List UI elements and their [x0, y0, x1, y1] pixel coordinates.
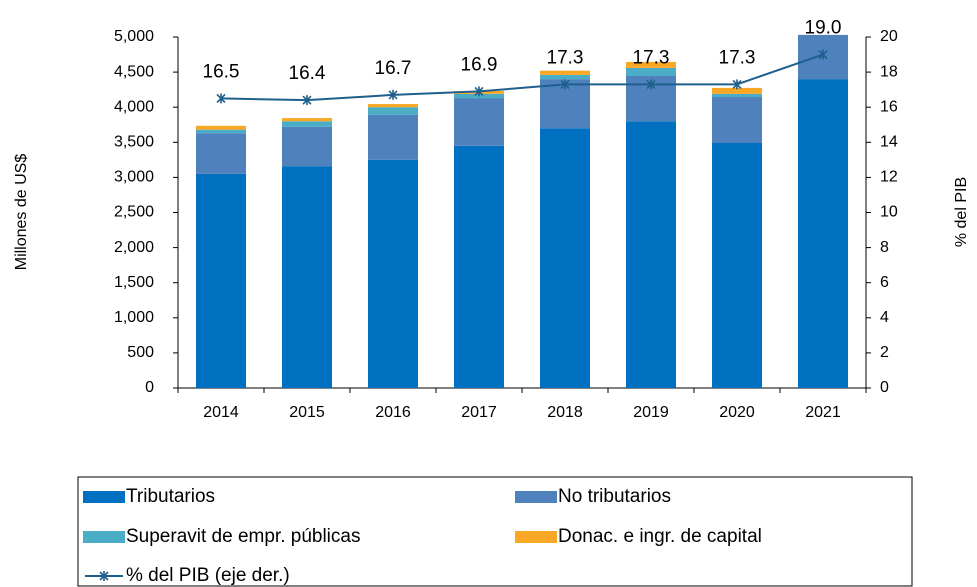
- line-marker: [646, 79, 656, 90]
- x-tick-label: 2014: [203, 404, 239, 421]
- line-marker: [474, 86, 484, 97]
- data-label: 16.5: [203, 61, 240, 82]
- data-label: 16.7: [375, 58, 412, 79]
- legend-box: [77, 476, 913, 587]
- bar-segment: [196, 129, 246, 134]
- bar-segment: [798, 79, 848, 389]
- bar-segment: [626, 121, 676, 389]
- bar-segment: [454, 145, 504, 388]
- bar-segment: [712, 93, 762, 98]
- bar-segment: [368, 107, 418, 115]
- y-tick-label: 1,500: [114, 274, 154, 291]
- marker-shape: [732, 79, 742, 90]
- x-tick-label: 2018: [547, 404, 583, 421]
- y-tick-label: 5,000: [114, 28, 154, 45]
- y2-tick-label: 20: [880, 28, 898, 45]
- line-marker: [732, 79, 742, 90]
- bar-segment: [712, 97, 762, 144]
- legend-swatch: [83, 531, 125, 543]
- legend-swatch: [83, 491, 125, 503]
- y2-tick-label: 6: [880, 274, 889, 291]
- y2-tick-label: 12: [880, 169, 898, 186]
- y2-tick-label: 10: [880, 204, 898, 221]
- line-marker: [302, 95, 312, 106]
- data-label: 16.4: [289, 63, 326, 84]
- y-tick-label: 1,000: [114, 309, 154, 326]
- bar-segment: [540, 70, 590, 75]
- line-marker: [818, 49, 828, 60]
- bar-segment: [626, 67, 676, 76]
- y-tick-label: 4,000: [114, 98, 154, 115]
- bar-segment: [196, 173, 246, 388]
- x-tick-label: 2019: [633, 404, 669, 421]
- data-label: 17.3: [547, 47, 584, 68]
- data-label: 17.3: [633, 47, 670, 68]
- x-tick-label: 2017: [461, 404, 497, 421]
- y-axis-label: Millones de US$: [13, 154, 30, 271]
- bar-segment: [368, 159, 418, 388]
- legend-swatch: [515, 531, 557, 543]
- line: [220, 53, 824, 102]
- data-label: 17.3: [719, 47, 756, 68]
- legend-marker: [99, 571, 109, 581]
- legend-label: Superavit de empr. públicas: [126, 526, 360, 547]
- legend-label: Donac. e ingr. de capital: [558, 526, 762, 547]
- bar-segment: [196, 133, 246, 174]
- line-marker: [560, 79, 570, 90]
- y-tick-label: 0: [145, 379, 154, 396]
- y-tick-label: 2,500: [114, 204, 154, 221]
- bar-segment: [196, 125, 246, 130]
- bar-segment: [368, 114, 418, 160]
- bar-segment: [712, 87, 762, 94]
- x-tick-label: 2015: [289, 404, 325, 421]
- legend-label: % del PIB (eje der.): [126, 565, 290, 586]
- marker-shape: [216, 93, 226, 104]
- data-label: 19.0: [805, 18, 842, 39]
- y-tick-label: 500: [127, 344, 154, 361]
- bar-segment: [368, 104, 418, 108]
- marker-shape: [302, 95, 312, 106]
- x-tick-label: 2020: [719, 404, 755, 421]
- y2-tick-label: 2: [880, 344, 889, 361]
- y2-axis-label: % del PIB: [953, 177, 970, 247]
- marker-shape: [646, 79, 656, 90]
- y2-tick-label: 0: [880, 379, 889, 396]
- marker-shape: [818, 49, 828, 60]
- bar-segment: [282, 166, 332, 388]
- y-tick-label: 3,000: [114, 169, 154, 186]
- bar-segment: [282, 126, 332, 167]
- bar-segment: [282, 121, 332, 127]
- legend-label: No tributarios: [558, 486, 671, 507]
- y-tick-label: 2,000: [114, 239, 154, 256]
- bar-segment: [712, 143, 762, 388]
- x-tick-label: 2021: [805, 404, 841, 421]
- bar-segment: [626, 61, 676, 68]
- bar-segment: [540, 128, 590, 388]
- bar-segment: [282, 118, 332, 122]
- marker-shape: [99, 571, 109, 581]
- y2-tick-label: 18: [880, 63, 898, 80]
- y2-tick-label: 8: [880, 239, 889, 256]
- y-tick-label: 3,500: [114, 134, 154, 151]
- x-tick-label: 2016: [375, 404, 411, 421]
- y-tick-label: 4,500: [114, 63, 154, 80]
- marker-shape: [560, 79, 570, 90]
- y2-tick-label: 14: [880, 134, 898, 151]
- y2-tick-label: 4: [880, 309, 889, 326]
- marker-shape: [474, 86, 484, 97]
- legend-swatch: [515, 491, 557, 503]
- data-label: 16.9: [461, 54, 498, 75]
- legend-label: Tributarios: [126, 486, 215, 507]
- bar-segment: [454, 98, 504, 146]
- y2-tick-label: 16: [880, 98, 898, 115]
- bar-segment: [540, 74, 590, 80]
- line-marker: [388, 89, 398, 100]
- marker-shape: [388, 89, 398, 100]
- line-marker: [216, 93, 226, 104]
